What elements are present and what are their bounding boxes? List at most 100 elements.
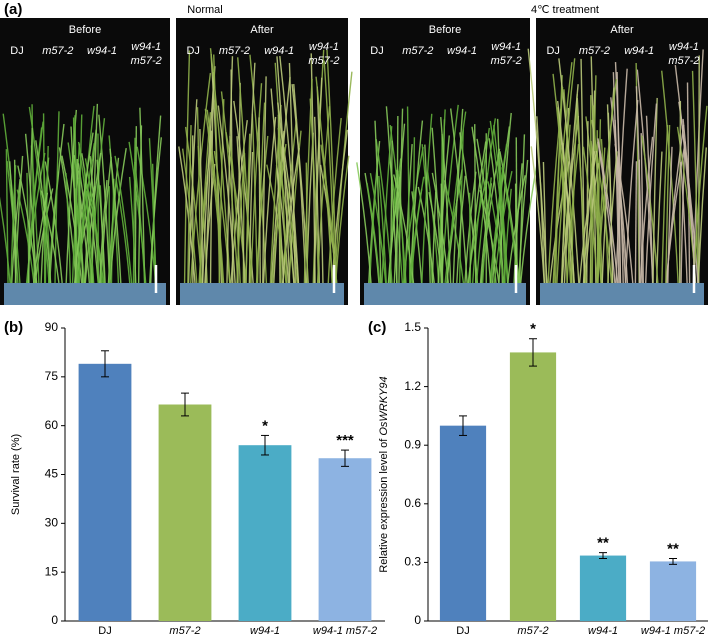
- leaf: [440, 117, 452, 284]
- leaf: [187, 125, 192, 284]
- group-title: 4℃ treatment: [531, 4, 599, 16]
- significance: **: [597, 535, 609, 552]
- leaf: [556, 58, 576, 284]
- leaf: [305, 162, 309, 284]
- leaf: [149, 137, 163, 284]
- leaf: [132, 137, 136, 284]
- significance: *: [530, 321, 536, 338]
- leaf: [316, 86, 324, 284]
- leaf: [596, 119, 602, 284]
- leaf: [421, 113, 433, 284]
- tray: [180, 283, 344, 305]
- leaf: [515, 137, 518, 284]
- leaf: [279, 55, 300, 284]
- y-tick-label: 0.3: [404, 555, 421, 569]
- leaf: [665, 124, 671, 284]
- genotype-label: DJ: [186, 45, 199, 57]
- x-tick-label: w94-1: [588, 625, 618, 634]
- y-axis-label: Survival rate (%): [10, 434, 22, 515]
- leaf: [490, 143, 508, 284]
- leaf: [236, 136, 246, 284]
- leaf: [369, 173, 387, 284]
- leaf: [563, 84, 579, 284]
- leaf: [183, 50, 191, 284]
- leaf: [33, 192, 49, 284]
- leaf: [614, 62, 624, 284]
- leaf: [248, 151, 254, 284]
- leaf: [682, 118, 697, 284]
- leaf: [226, 56, 234, 284]
- leaf: [277, 102, 295, 284]
- leaf: [644, 103, 658, 284]
- leaf: [316, 106, 331, 284]
- leaf: [77, 141, 95, 284]
- error-bar: [599, 552, 607, 559]
- leaf: [393, 174, 415, 284]
- leaf: [452, 108, 464, 284]
- leaf: [178, 146, 196, 284]
- genotype-label: m57-2: [42, 45, 73, 57]
- leaf: [366, 183, 381, 284]
- y-tick-label: 1.2: [404, 379, 421, 393]
- leaf: [16, 189, 35, 284]
- bar: [78, 363, 132, 621]
- genotype-label: w94-1: [491, 41, 521, 53]
- genotype-label: m57-2: [131, 55, 162, 67]
- leaf: [374, 120, 382, 284]
- leaf: [615, 68, 628, 284]
- leaf: [5, 149, 9, 284]
- leaf: [680, 151, 686, 284]
- leaf: [137, 125, 143, 284]
- genotype-label: w94-1: [131, 41, 161, 53]
- leaf: [262, 116, 277, 284]
- leaf: [48, 123, 65, 284]
- leaf: [553, 86, 564, 284]
- leaf: [519, 134, 526, 284]
- leaf: [437, 135, 450, 284]
- leaf: [44, 146, 49, 284]
- leaf: [697, 147, 707, 284]
- leaf: [74, 115, 78, 284]
- genotype-label: w94-1: [87, 45, 117, 57]
- genotype-label: w94-1: [447, 45, 477, 57]
- x-tick-label: w94-1: [250, 625, 280, 634]
- leaf: [615, 148, 629, 284]
- leaf: [527, 48, 548, 284]
- leaf: [256, 102, 266, 284]
- leaf: [530, 146, 545, 284]
- leaf: [309, 98, 320, 284]
- leaf: [597, 141, 616, 284]
- significance: *: [262, 417, 268, 434]
- genotype-label: w94-1: [309, 41, 339, 53]
- photo-title: Before: [429, 24, 461, 36]
- leaf: [96, 159, 106, 284]
- leaf: [557, 107, 568, 284]
- leaf: [493, 125, 509, 284]
- tray: [4, 283, 166, 305]
- genotype-label: DJ: [10, 45, 23, 57]
- panel-label: (c): [368, 319, 386, 336]
- leaf: [262, 76, 267, 284]
- leaf: [230, 120, 248, 284]
- leaf: [86, 183, 105, 284]
- leaf: [652, 97, 658, 284]
- leaf: [582, 151, 596, 284]
- y-axis-label-text: Relative expression level of: [378, 438, 390, 573]
- genotype-label: w94-1: [669, 41, 699, 53]
- bar: [318, 458, 372, 621]
- y-tick-label: 75: [45, 369, 59, 383]
- genotype-label: m57-2: [308, 55, 339, 67]
- error-bar: [529, 338, 537, 367]
- leaf: [236, 153, 246, 284]
- genotype-label: m57-2: [579, 45, 610, 57]
- leaf: [667, 146, 673, 284]
- error-bar: [669, 557, 677, 565]
- leaf: [276, 56, 291, 284]
- leaf: [566, 143, 580, 284]
- leaf: [134, 161, 146, 284]
- leaf: [459, 129, 464, 284]
- error-bar: [261, 434, 269, 456]
- leaf: [356, 162, 372, 284]
- leaf: [275, 165, 290, 284]
